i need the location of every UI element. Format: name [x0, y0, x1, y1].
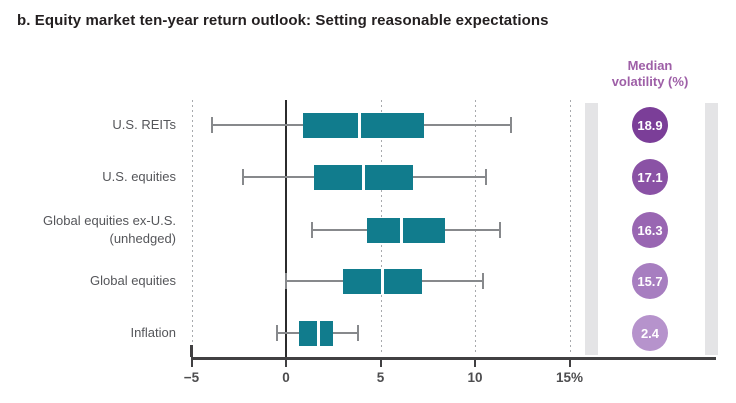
axis-tick-label: 10 [467, 370, 483, 385]
category-label: U.S. equities [0, 168, 176, 186]
category-label-line: Global equities [90, 273, 176, 288]
box [367, 217, 445, 243]
category-label-line: U.S. REITs [112, 117, 176, 132]
median-line [380, 268, 384, 294]
whisker-cap-max [509, 117, 512, 133]
category-label: U.S. REITs [0, 116, 176, 134]
whisker-cap-min [311, 222, 314, 238]
volatility-circle: 18.9 [632, 107, 668, 143]
category-label-line: (unhedged) [109, 231, 177, 246]
axis-tick-label: 0 [282, 370, 290, 385]
volatility-header-line1: Median [627, 58, 673, 73]
axis-tick [285, 360, 287, 367]
volatility-column-header: Median volatility (%) [580, 58, 720, 90]
median-line [316, 320, 320, 346]
whisker-cap-min [275, 325, 278, 341]
category-label-line: Global equities ex-U.S. [43, 213, 176, 228]
category-label: Inflation [0, 324, 176, 342]
volatility-circle: 15.7 [632, 263, 668, 299]
axis-tick [474, 360, 476, 367]
whisker-cap-max [481, 273, 484, 289]
category-label: Global equities ex-U.S. (unhedged) [0, 212, 176, 248]
axis-tick [568, 360, 571, 367]
volatility-circle: 2.4 [632, 315, 668, 351]
median-line [399, 217, 403, 243]
category-label-line: Inflation [130, 325, 176, 340]
axis-tick [379, 360, 382, 367]
box [303, 112, 424, 138]
gridline [569, 100, 571, 355]
median-line [361, 164, 365, 190]
x-axis [191, 357, 716, 360]
whisker-cap-max [356, 325, 359, 341]
chart-title: b. Equity market ten-year return outlook… [17, 12, 549, 29]
whisker-cap-max [485, 169, 488, 185]
side-bar-right [705, 103, 718, 355]
axis-tick-label: 5 [376, 370, 385, 385]
whisker-cap-max [498, 222, 501, 238]
zero-gridline [285, 100, 287, 360]
volatility-header-line2: volatility (%) [611, 74, 689, 89]
category-label-line: U.S. equities [102, 169, 176, 184]
axis-tick [190, 360, 193, 367]
whisker-cap-min [241, 169, 244, 185]
gridline [475, 100, 476, 355]
axis-tick-label: −5 [183, 370, 200, 385]
median-line [358, 112, 362, 138]
gridline [191, 100, 193, 355]
side-bar-left [585, 103, 598, 355]
box [299, 320, 334, 346]
whisker-cap-min [285, 273, 287, 289]
whisker-cap-min [211, 117, 214, 133]
category-label: Global equities [0, 272, 176, 290]
volatility-circle: 16.3 [632, 212, 668, 248]
axis-tick-label: 15% [555, 370, 584, 385]
x-axis-endcap [190, 345, 193, 357]
volatility-circle: 17.1 [632, 159, 668, 195]
